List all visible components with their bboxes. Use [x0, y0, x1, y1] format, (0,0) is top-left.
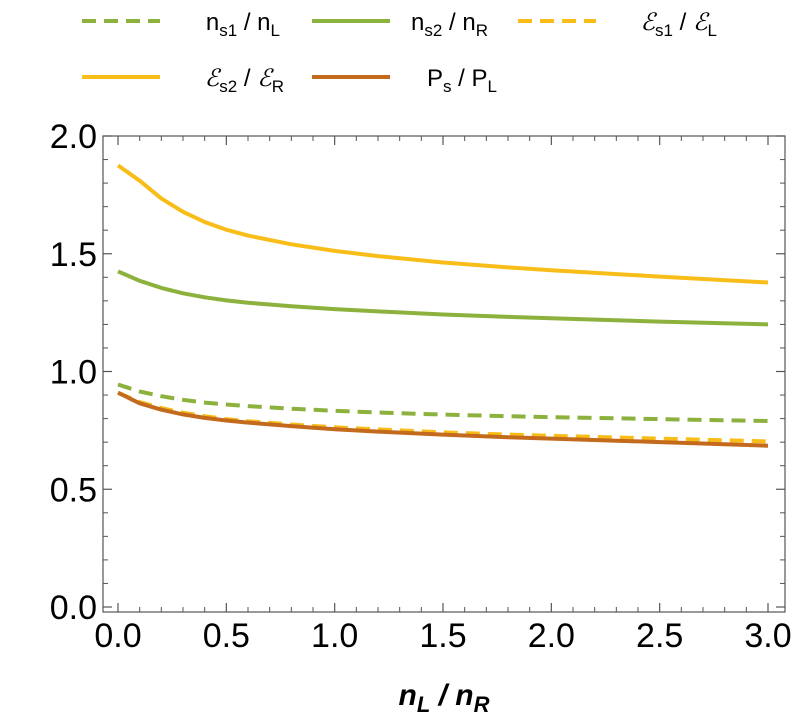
x-axis-ticks: 0.0 0.5 1.0 1.5 2.0 2.5 3.0: [94, 136, 792, 655]
y-tick-label: 0.0: [50, 589, 97, 627]
legend-label-ns1: ns1 / nL: [206, 9, 280, 40]
x-tick-label: 1.5: [419, 617, 466, 655]
x-tick-label: 2.0: [528, 617, 575, 655]
x-tick-label: 3.0: [744, 617, 791, 655]
plot-frame: [102, 135, 786, 613]
plot-area: 0.0 0.5 1.0 1.5 2.0 2.5 3.0 0.0 0.5 1.0 1.5 2.0: [50, 118, 792, 655]
x-tick-label: 2.5: [636, 617, 683, 655]
x-tick-label: 0.0: [94, 617, 141, 655]
y-axis-ticks: 0.0 0.5 1.0 1.5 2.0: [50, 118, 785, 627]
series-line-es2: [116, 163, 769, 285]
y-tick-label: 1.5: [50, 236, 97, 274]
legend-label-ns2: ns2 / nR: [411, 9, 488, 40]
y-tick-label: 0.5: [50, 471, 97, 509]
y-tick-label: 2.0: [50, 118, 97, 156]
series-line-ns2: [117, 269, 769, 327]
y-tick-label: 1.0: [50, 354, 97, 392]
legend: ns1 / nL ns2 / nR ℰs1 / ℰL ℰs2 / ℰR Ps / PL: [82, 8, 717, 96]
series-line-ps: [117, 390, 769, 448]
series-line-ns1: [117, 382, 769, 423]
series-lines: [116, 163, 769, 448]
legend-label-es1: ℰs1 / ℰL: [640, 8, 717, 40]
legend-label-ps: Ps / PL: [427, 65, 497, 96]
legend-label-es2: ℰs2 / ℰR: [205, 64, 284, 96]
x-axis-title: nL / nR: [398, 679, 489, 717]
x-tick-label: 1.0: [311, 617, 358, 655]
x-tick-label: 0.5: [203, 617, 250, 655]
